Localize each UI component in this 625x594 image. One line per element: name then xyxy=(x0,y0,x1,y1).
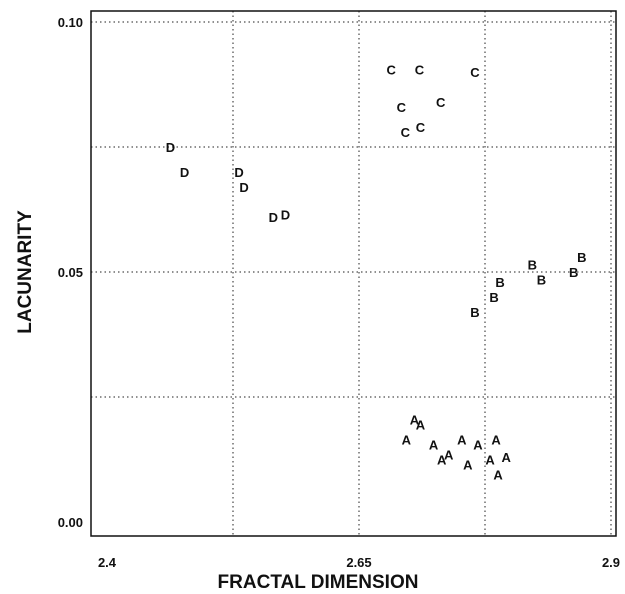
data-point-c: C xyxy=(401,125,411,140)
data-point-c: C xyxy=(397,100,407,115)
y-tick-label: 0.00 xyxy=(58,515,83,530)
data-point-b: B xyxy=(569,265,578,280)
data-point-c: C xyxy=(387,63,397,78)
y-tick-label: 0.05 xyxy=(58,265,83,280)
data-point-d: D xyxy=(239,180,248,195)
data-point-c: C xyxy=(416,120,426,135)
data-point-a: A xyxy=(416,418,426,433)
x-tick-label: 2.65 xyxy=(346,555,371,570)
tick-layer: 2.4 2.65 2.9 0.00 0.05 0.10 xyxy=(58,15,620,570)
data-point-a: A xyxy=(491,433,501,448)
data-point-c: C xyxy=(415,63,425,78)
x-tick-label: 2.4 xyxy=(98,555,117,570)
data-point-b: B xyxy=(577,250,586,265)
data-point-c: C xyxy=(470,65,480,80)
y-tick-label: 0.10 xyxy=(58,15,83,30)
data-point-d: D xyxy=(234,165,243,180)
data-point-b: B xyxy=(537,273,546,288)
data-point-b: B xyxy=(528,258,537,273)
data-point-d: D xyxy=(166,140,175,155)
data-point-a: A xyxy=(437,453,447,468)
data-point-d: D xyxy=(180,165,189,180)
data-point-a: A xyxy=(410,413,420,428)
y-axis-title: LACUNARITY xyxy=(15,210,36,334)
data-point-c: C xyxy=(436,95,446,110)
data-point-a: A xyxy=(493,468,503,483)
grid-layer xyxy=(91,11,616,536)
data-point-a: A xyxy=(501,450,511,465)
data-point-d: D xyxy=(281,208,290,223)
data-point-a: A xyxy=(429,438,439,453)
data-point-a: A xyxy=(463,458,473,473)
plot-frame xyxy=(90,10,617,537)
data-point-a: A xyxy=(402,433,412,448)
data-point-b: B xyxy=(495,275,504,290)
data-point-b: B xyxy=(470,305,479,320)
data-point-a: A xyxy=(444,448,454,463)
data-point-d: D xyxy=(269,210,278,225)
x-axis-title: FRACTAL DIMENSION xyxy=(218,572,419,593)
data-point-b: B xyxy=(489,290,498,305)
data-point-a: A xyxy=(485,453,495,468)
data-point-a: A xyxy=(473,438,483,453)
x-tick-label: 2.9 xyxy=(602,555,620,570)
data-point-a: A xyxy=(457,433,467,448)
